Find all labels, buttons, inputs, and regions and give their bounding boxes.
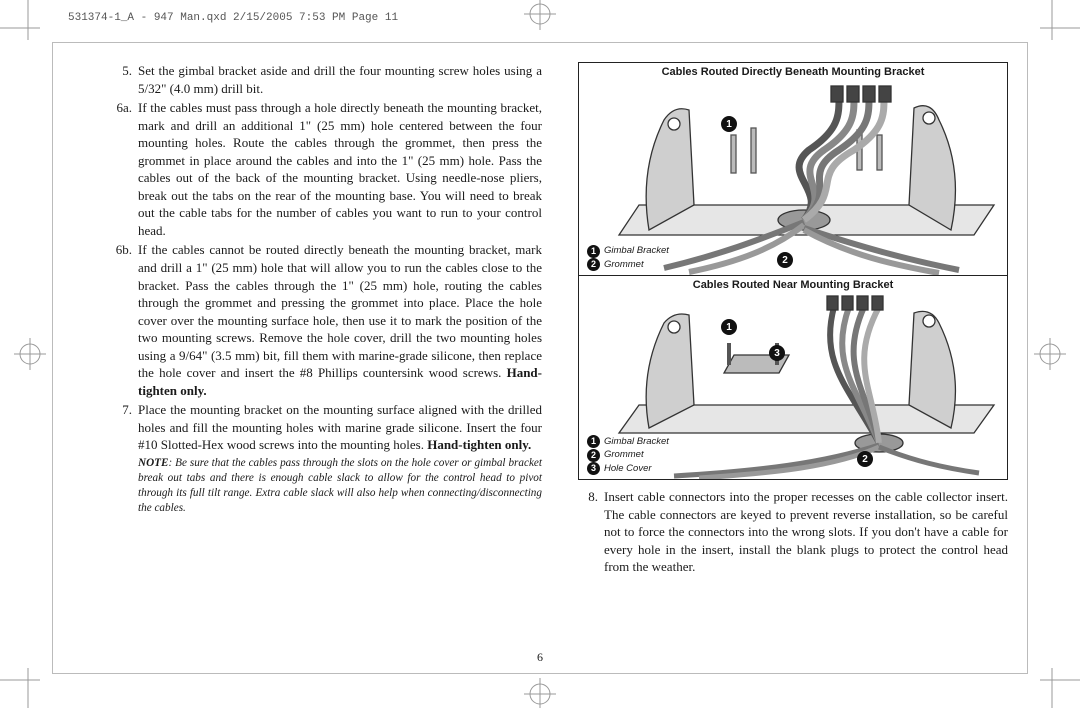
right-column: Cables Routed Directly Beneath Mounting … xyxy=(578,62,1008,578)
step-bold: Hand-tighten only. xyxy=(427,437,531,452)
figure-title: Cables Routed Directly Beneath Mounting … xyxy=(579,63,1007,80)
step-num: 5. xyxy=(112,62,138,97)
figure-legend: 1Gimbal Bracket 2Grommet 3Hole Cover xyxy=(587,435,669,475)
step-body: If the cables must pass through a hole d… xyxy=(138,99,542,239)
figure-body: 1 2 3 1Gimbal Bracket 2Grommet 3Hole Cov… xyxy=(579,293,1007,479)
step-body: If the cables cannot be routed directly … xyxy=(138,241,542,399)
legend-item: Gimbal Bracket xyxy=(604,244,669,257)
legend-item: Grommet xyxy=(604,258,644,271)
left-column: 5. Set the gimbal bracket aside and dril… xyxy=(112,62,542,516)
note: NOTE: Be sure that the cables pass throu… xyxy=(138,456,542,516)
step-text: If the cables cannot be routed directly … xyxy=(138,242,542,380)
step-6b: 6b. If the cables cannot be routed direc… xyxy=(112,241,542,399)
file-header: 531374-1_A - 947 Man.qxd 2/15/2005 7:53 … xyxy=(68,12,398,24)
step-body: Place the mounting bracket on the mounti… xyxy=(138,401,542,454)
step-8-block: 8. Insert cable connectors into the prop… xyxy=(578,480,1008,576)
legend-item: Gimbal Bracket xyxy=(604,435,669,448)
callout-1: 1 xyxy=(721,319,737,335)
figure-cables-near: Cables Routed Near Mounting Bracket xyxy=(578,276,1008,480)
step-5: 5. Set the gimbal bracket aside and dril… xyxy=(112,62,542,97)
step-num: 6b. xyxy=(112,241,138,399)
step-8: 8. Insert cable connectors into the prop… xyxy=(578,488,1008,576)
step-body: Insert cable connectors into the proper … xyxy=(604,488,1008,576)
figure-body: 1 2 1Gimbal Bracket 2Grommet xyxy=(579,80,1007,275)
page: 531374-1_A - 947 Man.qxd 2/15/2005 7:53 … xyxy=(0,0,1080,708)
note-text: : Be sure that the cables pass through t… xyxy=(138,457,542,514)
callout-1: 1 xyxy=(721,116,737,132)
step-7: 7. Place the mounting bracket on the mou… xyxy=(112,401,542,454)
legend-item: Grommet xyxy=(604,448,644,461)
note-label: NOTE xyxy=(138,457,168,469)
callout-3: 3 xyxy=(769,345,785,361)
figure-legend: 1Gimbal Bracket 2Grommet xyxy=(587,244,669,271)
step-num: 8. xyxy=(578,488,604,576)
callout-2: 2 xyxy=(857,451,873,467)
figure-title: Cables Routed Near Mounting Bracket xyxy=(579,276,1007,293)
content: 5. Set the gimbal bracket aside and dril… xyxy=(112,62,1008,578)
callout-2: 2 xyxy=(777,252,793,268)
page-number: 6 xyxy=(53,650,1027,665)
step-num: 6a. xyxy=(112,99,138,239)
legend-item: Hole Cover xyxy=(604,462,652,475)
figure-cables-beneath: Cables Routed Directly Beneath Mounting … xyxy=(578,62,1008,276)
step-6a: 6a. If the cables must pass through a ho… xyxy=(112,99,542,239)
step-body: Set the gimbal bracket aside and drill t… xyxy=(138,62,542,97)
step-num: 7. xyxy=(112,401,138,454)
